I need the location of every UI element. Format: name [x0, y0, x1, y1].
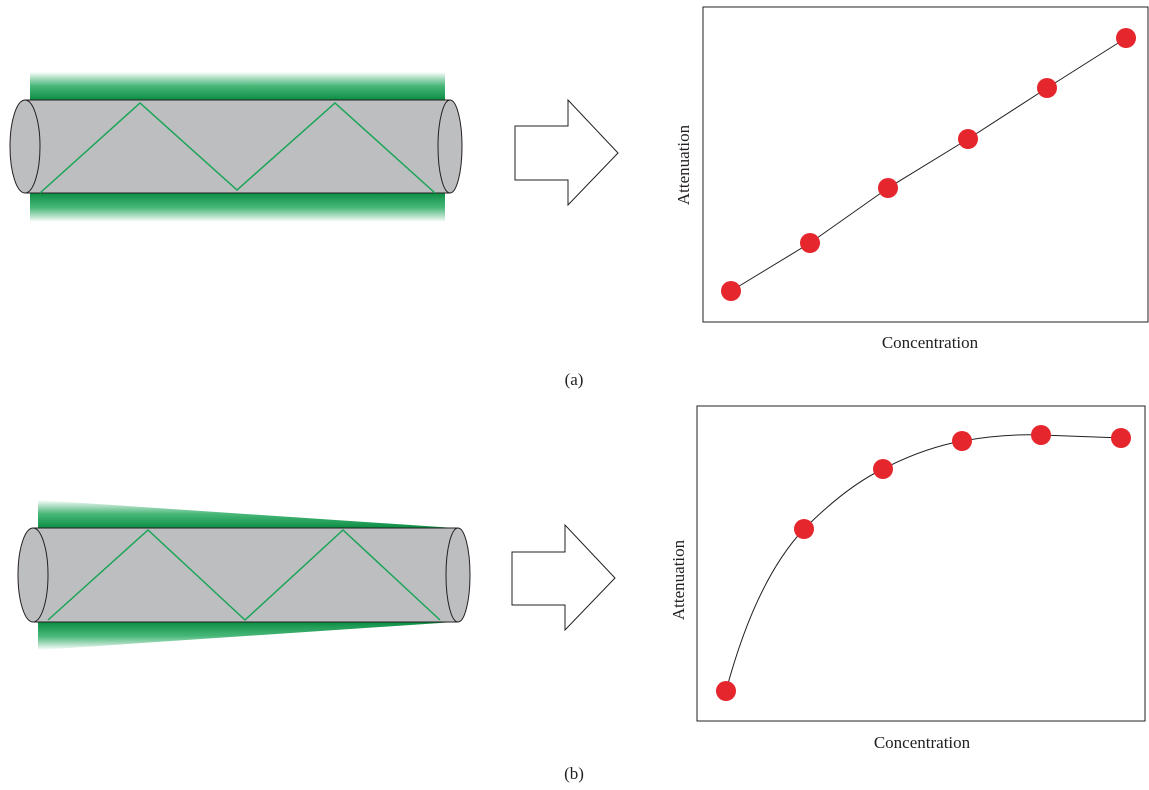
x-axis-label: Concentration	[882, 333, 979, 352]
arrow	[512, 525, 615, 630]
fiber-a	[10, 72, 462, 222]
figure: Attenuation Concentration (a) Attenuatio…	[0, 0, 1149, 790]
x-axis-label: Concentration	[874, 733, 971, 752]
plot-a: Attenuation Concentration	[674, 7, 1148, 352]
panel-label: (a)	[565, 370, 584, 389]
plot-b: Attenuation Concentration	[669, 406, 1145, 752]
fiber-b	[18, 500, 470, 650]
y-axis-label: Attenuation	[669, 539, 688, 620]
arrow	[515, 100, 618, 205]
panel-label: (b)	[564, 764, 584, 783]
y-axis-label: Attenuation	[674, 124, 693, 205]
